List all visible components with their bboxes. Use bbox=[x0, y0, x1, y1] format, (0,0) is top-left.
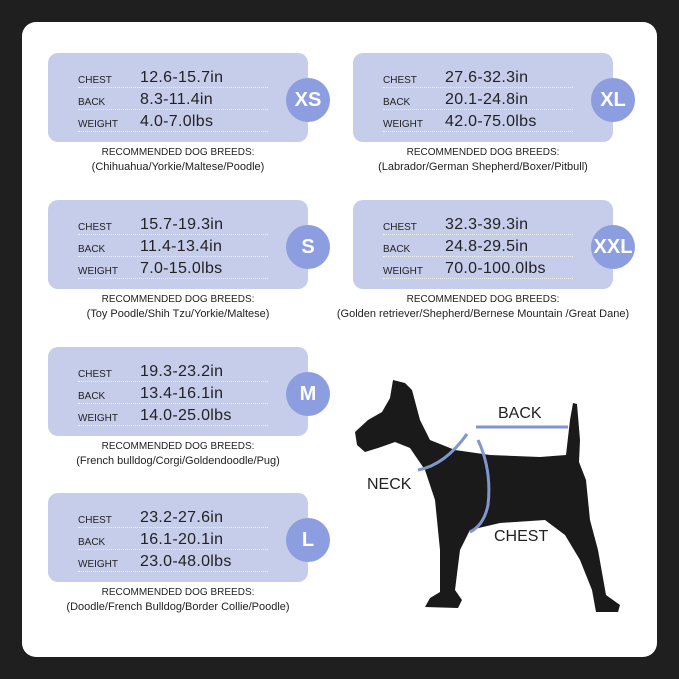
back-label: BACK bbox=[498, 405, 542, 422]
back-label: BACK bbox=[78, 391, 106, 402]
back-row: BACK 16.1-20.1in bbox=[78, 529, 268, 550]
measurement-box: CHEST 23.2-27.6in BACK 16.1-20.1in WEIGH… bbox=[48, 493, 308, 582]
chest-label: CHEST bbox=[78, 515, 112, 526]
back-value: 11.4-13.4in bbox=[140, 238, 223, 255]
back-row: BACK 8.3-11.4in bbox=[78, 89, 268, 110]
breeds-list: (French bulldog/Corgi/Goldendoodle/Pug) bbox=[76, 455, 280, 467]
back-label: BACK bbox=[383, 97, 411, 108]
weight-label: WEIGHT bbox=[78, 266, 118, 277]
back-value: 13.4-16.1in bbox=[140, 385, 224, 402]
weight-row: WEIGHT 7.0-15.0lbs bbox=[78, 258, 268, 279]
chest-label: CHEST bbox=[383, 75, 417, 86]
recommended-breeds: RECOMMENDED DOG BREEDS: (Chihuahua/Yorki… bbox=[18, 146, 338, 174]
measurement-box: CHEST 27.6-32.3in BACK 20.1-24.8in WEIGH… bbox=[353, 53, 613, 142]
back-label: BACK bbox=[78, 537, 106, 548]
recommended-breeds: RECOMMENDED DOG BREEDS: (Labrador/German… bbox=[323, 146, 643, 174]
back-row: BACK 11.4-13.4in bbox=[78, 236, 268, 257]
chest-label: CHEST bbox=[78, 75, 112, 86]
breeds-list: (Golden retriever/Shepherd/Bernese Mount… bbox=[336, 308, 630, 320]
chest-value: 19.3-23.2in bbox=[140, 363, 224, 380]
breeds-list: (Labrador/German Shepherd/Boxer/Pitbull) bbox=[378, 161, 588, 173]
chest-row: CHEST 27.6-32.3in bbox=[383, 67, 573, 88]
breeds-heading: RECOMMENDED DOG BREEDS: bbox=[406, 147, 560, 158]
recommended-breeds: RECOMMENDED DOG BREEDS: (Doodle/French B… bbox=[18, 586, 338, 614]
chest-measure-line bbox=[469, 439, 491, 534]
weight-value: 42.0-75.0lbs bbox=[445, 113, 537, 130]
breeds-list: (Toy Poodle/Shih Tzu/Yorkie/Maltese) bbox=[86, 308, 270, 320]
chest-label: CHEST bbox=[78, 222, 112, 233]
weight-value: 7.0-15.0lbs bbox=[140, 260, 223, 277]
weight-label: WEIGHT bbox=[78, 559, 118, 570]
measurement-box: CHEST 15.7-19.3in BACK 11.4-13.4in WEIGH… bbox=[48, 200, 308, 289]
back-value: 8.3-11.4in bbox=[140, 91, 213, 108]
size-badge: M bbox=[286, 372, 330, 416]
breeds-heading: RECOMMENDED DOG BREEDS: bbox=[406, 294, 560, 305]
size-badge: XS bbox=[286, 78, 330, 122]
chest-row: CHEST 15.7-19.3in bbox=[78, 214, 268, 235]
weight-row: WEIGHT 4.0-7.0lbs bbox=[78, 111, 268, 132]
weight-row: WEIGHT 42.0-75.0lbs bbox=[383, 111, 573, 132]
neck-measure-line bbox=[417, 433, 469, 472]
chest-value: 23.2-27.6in bbox=[140, 509, 224, 526]
weight-row: WEIGHT 14.0-25.0lbs bbox=[78, 405, 268, 426]
measurement-box: CHEST 32.3-39.3in BACK 24.8-29.5in WEIGH… bbox=[353, 200, 613, 289]
breeds-heading: RECOMMENDED DOG BREEDS: bbox=[101, 441, 255, 452]
size-badge: XXL bbox=[591, 225, 635, 269]
weight-label: WEIGHT bbox=[383, 266, 423, 277]
chest-label: CHEST bbox=[494, 528, 549, 545]
back-row: BACK 20.1-24.8in bbox=[383, 89, 573, 110]
measurement-box: CHEST 12.6-15.7in BACK 8.3-11.4in WEIGHT… bbox=[48, 53, 308, 142]
chest-row: CHEST 19.3-23.2in bbox=[78, 361, 268, 382]
weight-label: WEIGHT bbox=[78, 413, 118, 424]
weight-value: 23.0-48.0lbs bbox=[140, 553, 232, 570]
weight-row: WEIGHT 70.0-100.0lbs bbox=[383, 258, 573, 279]
measurement-box: CHEST 19.3-23.2in BACK 13.4-16.1in WEIGH… bbox=[48, 347, 308, 436]
size-badge: L bbox=[286, 518, 330, 562]
chest-value: 27.6-32.3in bbox=[445, 69, 529, 86]
back-label: BACK bbox=[78, 97, 106, 108]
back-label: BACK bbox=[383, 244, 411, 255]
weight-value: 14.0-25.0lbs bbox=[140, 407, 232, 424]
chest-value: 12.6-15.7in bbox=[140, 69, 224, 86]
chest-label: CHEST bbox=[78, 369, 112, 380]
breeds-heading: RECOMMENDED DOG BREEDS: bbox=[101, 294, 255, 305]
chest-row: CHEST 12.6-15.7in bbox=[78, 67, 268, 88]
back-value: 16.1-20.1in bbox=[140, 531, 224, 548]
back-row: BACK 24.8-29.5in bbox=[383, 236, 573, 257]
back-label: BACK bbox=[78, 244, 106, 255]
weight-value: 70.0-100.0lbs bbox=[445, 260, 546, 277]
chest-row: CHEST 32.3-39.3in bbox=[383, 214, 573, 235]
breeds-heading: RECOMMENDED DOG BREEDS: bbox=[101, 147, 255, 158]
size-badge: XL bbox=[591, 78, 635, 122]
back-value: 24.8-29.5in bbox=[445, 238, 529, 255]
breeds-list: (Doodle/French Bulldog/Border Collie/Poo… bbox=[66, 601, 290, 613]
back-value: 20.1-24.8in bbox=[445, 91, 529, 108]
chest-value: 15.7-19.3in bbox=[140, 216, 224, 233]
chest-label: CHEST bbox=[383, 222, 417, 233]
recommended-breeds: RECOMMENDED DOG BREEDS: (Toy Poodle/Shih… bbox=[18, 293, 338, 321]
recommended-breeds: RECOMMENDED DOG BREEDS: (Golden retrieve… bbox=[323, 293, 643, 321]
size-badge: S bbox=[286, 225, 330, 269]
chest-value: 32.3-39.3in bbox=[445, 216, 529, 233]
weight-value: 4.0-7.0lbs bbox=[140, 113, 214, 130]
weight-row: WEIGHT 23.0-48.0lbs bbox=[78, 551, 268, 572]
weight-label: WEIGHT bbox=[383, 119, 423, 130]
breeds-heading: RECOMMENDED DOG BREEDS: bbox=[101, 587, 255, 598]
recommended-breeds: RECOMMENDED DOG BREEDS: (French bulldog/… bbox=[18, 440, 338, 468]
chest-row: CHEST 23.2-27.6in bbox=[78, 507, 268, 528]
back-row: BACK 13.4-16.1in bbox=[78, 383, 268, 404]
weight-label: WEIGHT bbox=[78, 119, 118, 130]
breeds-list: (Chihuahua/Yorkie/Maltese/Poodle) bbox=[91, 161, 265, 173]
neck-label: NECK bbox=[367, 476, 412, 493]
